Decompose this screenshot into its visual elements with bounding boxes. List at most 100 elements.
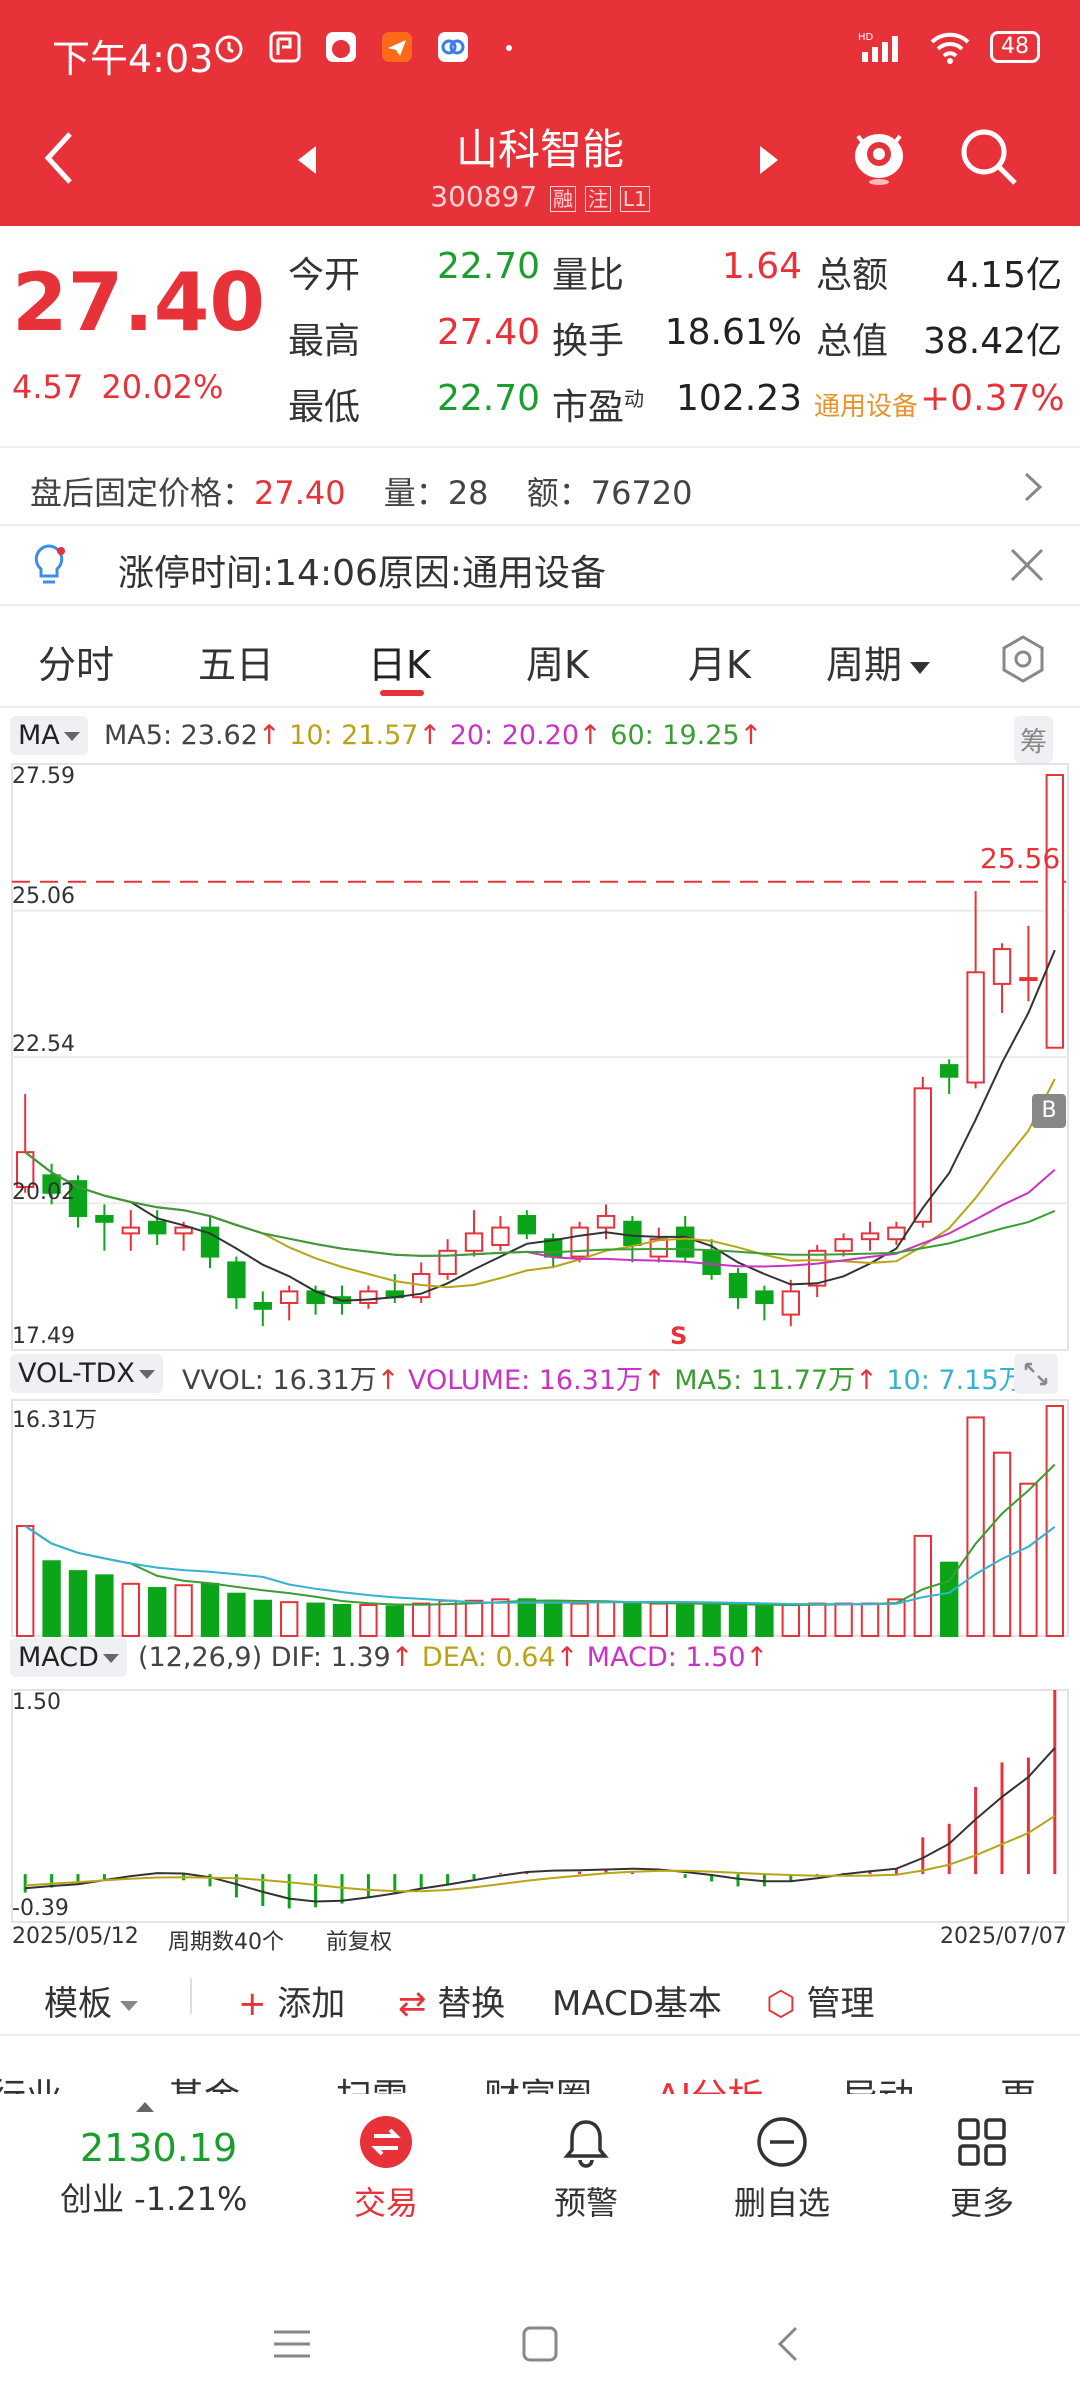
volume-bar (174, 1584, 193, 1637)
chart-pane-border (11, 1689, 1069, 1923)
candle-body (95, 1214, 114, 1223)
app-notice-icon (269, 31, 301, 63)
tab-weekly-k[interactable]: 周K (526, 643, 589, 687)
more-dot-icon (506, 45, 512, 51)
macd-selector[interactable]: MACD (10, 1638, 127, 1677)
replace-button[interactable]: ⇄ 替换 (398, 1984, 506, 2024)
candle-body (42, 1174, 61, 1194)
link-app-icon (438, 32, 468, 62)
volume-bar (148, 1587, 167, 1637)
value-sector: +0.37% (920, 378, 1065, 419)
volume-bar (702, 1603, 721, 1637)
status-bar: 下午4:03 HD 48 (0, 0, 1080, 100)
volume-bar (95, 1574, 114, 1638)
volume-bar (860, 1602, 880, 1638)
tab-daily-k[interactable]: 日K (368, 643, 431, 687)
volume-bar (385, 1605, 404, 1638)
remove-watchlist-button[interactable]: 删自选 (712, 2114, 852, 2224)
swap-icon: ⇄ (398, 1984, 427, 2024)
bottom-bar: 2130.19 创业 -1.21% 交易 预警 删自选 更多 (0, 2094, 1080, 2244)
quote-grid: 今开 22.70 最高 27.40 最低 22.70 量比 1.64 换手 18… (0, 226, 1080, 446)
cat-activity[interactable]: 异动 (842, 2068, 914, 2096)
cat-ai[interactable]: AI分析 (656, 2068, 763, 2096)
tab-period[interactable]: 周期 (826, 634, 931, 689)
label-sector[interactable]: 通用设备 (814, 392, 919, 422)
label-high: 最高 (288, 321, 361, 362)
ma-selector[interactable]: MA (10, 716, 88, 755)
candle-body (491, 1226, 510, 1246)
index-value[interactable]: 2130.19 (80, 2126, 238, 2170)
after-hours-row[interactable]: 盘后固定价格：27.40 量：28 额：76720 (0, 446, 1080, 526)
candle-body (68, 1180, 88, 1217)
candle-body (781, 1290, 800, 1316)
price-axis-25: 25.06 (12, 884, 75, 909)
caret-down-icon (120, 2000, 138, 2011)
value-pe: 102.23 (676, 378, 802, 419)
add-button[interactable]: + 添加 (238, 1984, 346, 2024)
value-high: 27.40 (436, 312, 540, 353)
candle-body (702, 1249, 721, 1275)
candle-body (121, 1226, 140, 1235)
chevron-right-icon[interactable] (1016, 470, 1050, 504)
volume-bar (1019, 1482, 1038, 1638)
more-button[interactable]: 更多 (912, 2114, 1052, 2224)
vol-indicator-selector[interactable]: VOL-TDX (10, 1354, 163, 1393)
alert-button[interactable]: 预警 (516, 2114, 656, 2224)
close-icon[interactable] (1008, 546, 1046, 584)
ma5-line (24, 949, 1056, 1302)
volume-bar (1045, 1405, 1064, 1637)
cat-industry[interactable]: 行业 (0, 2068, 62, 2096)
kline-chart-area[interactable]: MA MA5: 23.62↑ 10: 21.57↑ 20: 20.20↑ 60:… (0, 706, 1080, 1958)
tab-five-day[interactable]: 五日 (198, 643, 275, 687)
cat-more[interactable]: 更 (1000, 2068, 1036, 2096)
mascot-assistant-icon[interactable] (850, 126, 908, 186)
change-pct: 20.02% (101, 368, 224, 406)
index-name-change[interactable]: 创业 -1.21% (60, 2180, 248, 2218)
macd-basic-button[interactable]: MACD基本 (552, 1984, 722, 2024)
badge-l1: L1 (619, 186, 650, 212)
candle-body (860, 1232, 880, 1241)
up-arrow-icon: ↑ (739, 720, 763, 751)
home-icon[interactable] (520, 2324, 560, 2364)
search-icon[interactable] (958, 126, 1020, 188)
menu-icon[interactable] (272, 2324, 312, 2364)
back-icon[interactable] (40, 128, 80, 188)
cat-mine[interactable]: 扫雷 (336, 2068, 408, 2096)
candle-body (148, 1220, 167, 1235)
grid-icon (958, 2118, 1006, 2166)
price-axis-low: 17.49 (12, 1324, 75, 1349)
manage-button[interactable]: ⬡ 管理 (766, 1984, 875, 2024)
system-navigation (0, 2290, 1080, 2400)
expand-icon[interactable] (1014, 1354, 1058, 1394)
candle-body (808, 1249, 827, 1287)
volume-bar (808, 1602, 827, 1638)
settings-hex-icon[interactable] (998, 634, 1048, 684)
tab-period-label: 周期 (826, 643, 903, 687)
candle-body (1019, 977, 1038, 982)
caret-up-icon[interactable] (136, 2102, 154, 2112)
cat-fund[interactable]: 基金 (168, 2068, 240, 2096)
vol-label: VOL-TDX (18, 1358, 135, 1389)
candle-body (16, 1151, 35, 1188)
tab-intraday[interactable]: 分时 (38, 643, 115, 687)
volume-bar (227, 1592, 246, 1637)
trade-button[interactable]: 交易 (316, 2114, 456, 2224)
candle-body (280, 1290, 299, 1305)
price-axis-20: 20.02 (12, 1180, 75, 1205)
cat-wealth[interactable]: 财富圈 (484, 2068, 592, 2096)
template-button[interactable]: 模板 (44, 1976, 138, 2025)
candle-body (464, 1232, 484, 1252)
next-stock-icon[interactable] (760, 146, 778, 174)
back-nav-icon[interactable] (770, 2324, 810, 2364)
chip-distribution-button[interactable]: 筹 (1014, 716, 1053, 763)
tab-monthly-k[interactable]: 月K (688, 643, 751, 687)
news-app-icon (326, 32, 356, 62)
trade-label: 交易 (353, 2184, 418, 2222)
prev-stock-icon[interactable] (298, 146, 316, 174)
vol-ma5-value: MA5: 11.77万 (674, 1365, 856, 1396)
vvol-value: VVOL: 16.31万 (182, 1365, 377, 1396)
volume-bar (280, 1601, 299, 1638)
app-header: 下午4:03 HD 48 山科智能 300897 融 注 L1 (0, 0, 1080, 226)
volume-bar (306, 1602, 325, 1638)
label-amount: 总额 (816, 255, 889, 296)
